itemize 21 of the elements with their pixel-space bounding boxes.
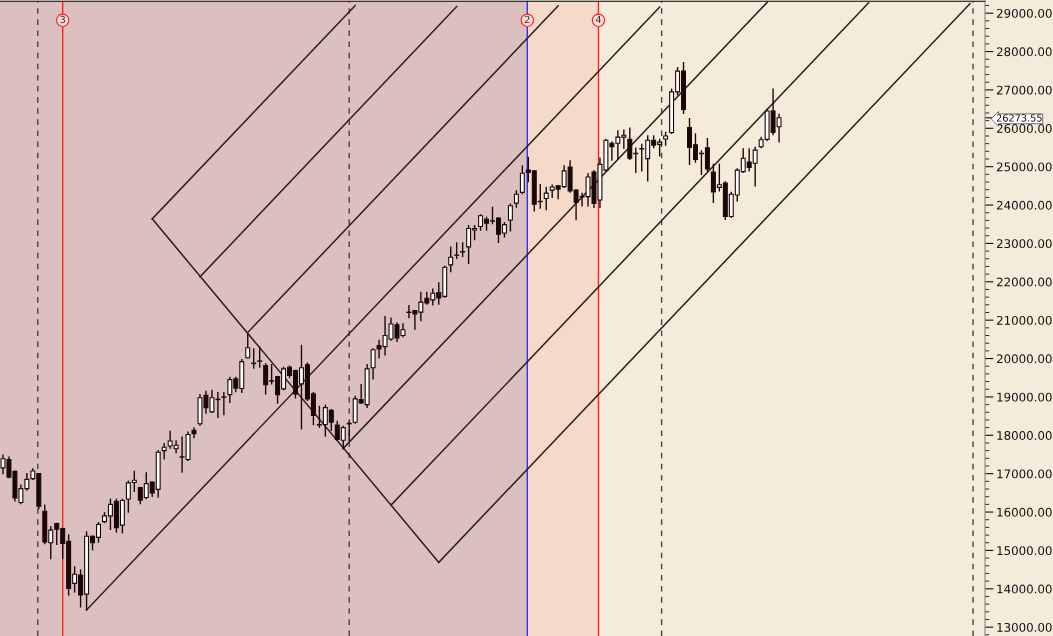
y-tick-label: 19000.00 <box>997 392 1052 402</box>
y-tick-label: 22000.00 <box>996 277 1052 287</box>
y-tick-label: 23000.00 <box>996 239 1052 249</box>
annotation: 2 <box>524 15 530 23</box>
y-tick-label: 24000.00 <box>996 200 1052 210</box>
y-tick-label: 25000.00 <box>996 162 1052 172</box>
y-tick-label: 14000.00 <box>997 584 1052 594</box>
y-tick-label: 26273.55 <box>996 114 1042 122</box>
annotation: 4 <box>595 15 602 23</box>
y-tick-label: 27000.00 <box>996 85 1052 95</box>
y-tick-label: 18000.00 <box>997 431 1052 440</box>
y-tick-label: 16000.00 <box>997 507 1052 517</box>
y-tick-label: 20000.00 <box>996 354 1052 364</box>
y-tick-label: 17000.00 <box>997 469 1052 479</box>
y-tick-label: 28000.00 <box>996 47 1052 57</box>
annotation: 3 <box>60 15 65 24</box>
y-tick-label: 21000.00 <box>996 315 1052 325</box>
y-tick-label: 29000.00 <box>996 8 1052 18</box>
y-tick-label: 26000.00 <box>996 124 1052 133</box>
y-tick-label: 15000.00 <box>997 546 1052 556</box>
y-tick-label: 13000.00 <box>997 622 1052 632</box>
